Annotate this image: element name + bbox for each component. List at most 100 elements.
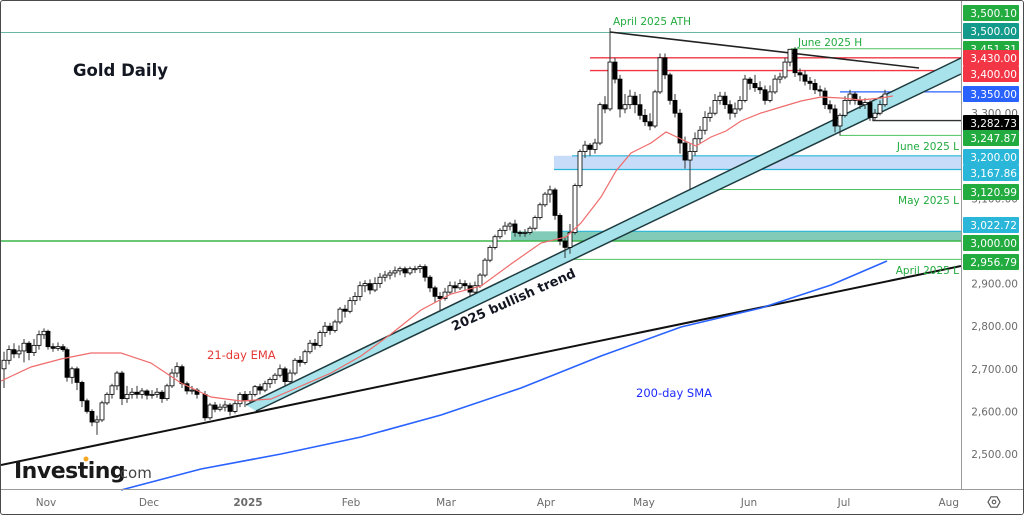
- price-label: 3,200.00: [963, 149, 1019, 165]
- candle: [184, 381, 190, 395]
- time-axis-ticks[interactable]: Nov Dec 2025 Feb Mar Apr May Jun Jul Aug: [36, 497, 959, 509]
- candle: [632, 91, 638, 114]
- candle: [742, 74, 748, 103]
- level-3282: [872, 116, 961, 122]
- time-tick: Jun: [740, 497, 757, 509]
- trend-channel-lower: [255, 73, 962, 412]
- candle: [577, 149, 583, 188]
- candle: [867, 100, 873, 121]
- price-tick: 2,500.00: [971, 449, 1018, 461]
- time-tick: Aug: [938, 497, 959, 509]
- candle: [144, 389, 150, 400]
- candle: [60, 344, 66, 352]
- candle: [812, 79, 818, 95]
- investing-logo: Investing .com: [14, 456, 152, 484]
- candles-layer: [1, 28, 888, 435]
- svg-text:3,167.86: 3,167.86: [970, 168, 1017, 180]
- price-label: 2,956.79: [963, 254, 1019, 270]
- candle: [767, 85, 773, 103]
- svg-text:3,500.00: 3,500.00: [970, 26, 1017, 38]
- sma-200-line: [120, 260, 888, 491]
- candle: [777, 72, 783, 84]
- settings-hexagon-icon[interactable]: [987, 496, 1001, 508]
- candle: [662, 53, 668, 80]
- candle: [114, 370, 120, 391]
- price-label: 3,400.00: [963, 66, 1019, 82]
- candle: [26, 341, 32, 361]
- candle: [292, 358, 298, 376]
- candle: [797, 68, 803, 82]
- long-term-support-line: [1, 265, 962, 466]
- candle: [847, 89, 853, 105]
- candle: [302, 349, 308, 365]
- candle: [717, 91, 723, 105]
- time-tick: 2025: [233, 497, 262, 509]
- candle: [542, 192, 548, 207]
- candle: [322, 321, 328, 337]
- candle: [227, 402, 233, 416]
- candle: [667, 72, 673, 105]
- candle: [417, 264, 423, 273]
- candle: [547, 185, 553, 203]
- candle: [307, 339, 313, 354]
- candle: [36, 330, 42, 350]
- candle: [702, 111, 708, 135]
- candle: [832, 104, 838, 133]
- candle: [447, 281, 453, 295]
- candle: [512, 219, 518, 237]
- candle: [357, 281, 363, 301]
- time-tick: Feb: [342, 497, 361, 509]
- candle: [682, 136, 688, 169]
- chart-title: Gold Daily: [73, 61, 168, 80]
- candle: [50, 343, 56, 352]
- candle: [422, 264, 428, 282]
- candle: [522, 229, 528, 237]
- candle: [637, 94, 643, 120]
- price-label: 3,500.00: [963, 23, 1019, 39]
- candle: [462, 280, 468, 290]
- ema-layer: [1, 95, 894, 402]
- candle: [427, 275, 433, 293]
- price-label: 3,000.00: [963, 235, 1019, 251]
- candle: [277, 364, 283, 378]
- candle: [64, 347, 70, 382]
- candle: [119, 370, 125, 406]
- candle: [109, 383, 115, 399]
- candle: [174, 362, 180, 378]
- candle: [392, 266, 398, 278]
- may-low-label: May 2025 L: [898, 195, 959, 207]
- candle: [74, 366, 80, 391]
- candle: [572, 183, 578, 235]
- candle: [282, 366, 288, 386]
- candle: [189, 385, 195, 395]
- candle: [487, 245, 493, 263]
- candle: [602, 96, 608, 114]
- candle: [552, 187, 558, 220]
- candle: [647, 113, 653, 131]
- candle: [257, 383, 263, 395]
- candle: [627, 89, 633, 109]
- candle: [727, 100, 733, 120]
- svg-text:3,500.10: 3,500.10: [970, 8, 1017, 20]
- logo-suffix: .com: [115, 464, 152, 482]
- candle: [587, 143, 593, 156]
- candle: [297, 356, 303, 367]
- candle: [134, 385, 140, 399]
- candle: [272, 373, 278, 384]
- candle: [287, 369, 293, 384]
- svg-text:3,350.00: 3,350.00: [970, 89, 1017, 101]
- price-tick: 2,800.00: [971, 321, 1018, 333]
- candle: [677, 108, 683, 154]
- candle: [79, 380, 85, 408]
- candle: [21, 338, 27, 363]
- candle: [437, 292, 443, 312]
- candle: [41, 328, 47, 339]
- june-high-label: June 2025 H: [797, 37, 862, 49]
- price-tick: 2,700.00: [971, 364, 1018, 376]
- price-tick: 2,600.00: [971, 406, 1018, 418]
- candle: [517, 230, 523, 237]
- candle: [352, 292, 358, 305]
- april-low-label: April 2025 L: [896, 265, 959, 277]
